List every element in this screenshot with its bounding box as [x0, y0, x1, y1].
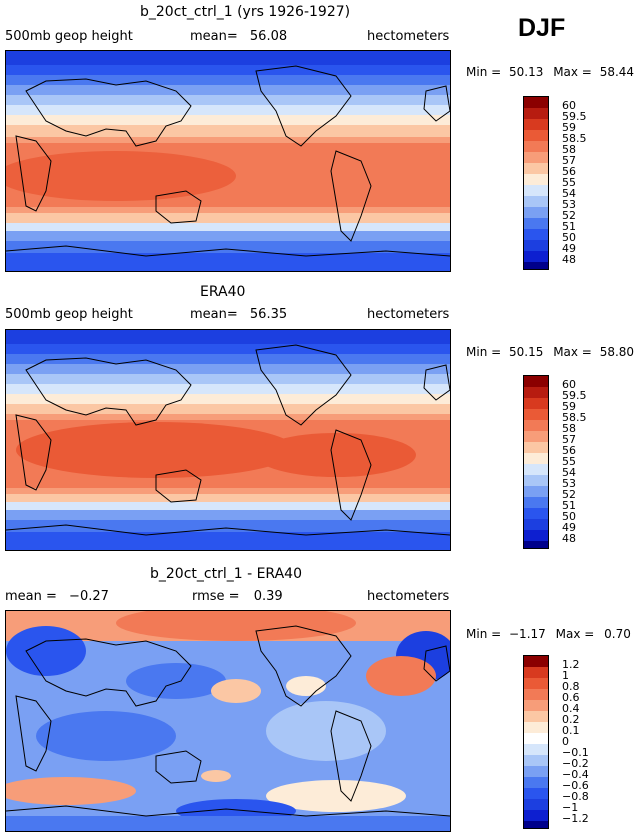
panel1-cbar-label: 55 — [562, 176, 576, 189]
panel3-cbar-label: 0.4 — [562, 702, 580, 715]
panel2-cbar-label: 53 — [562, 477, 576, 490]
panel3-mean: mean = −0.27 — [5, 589, 109, 604]
panel1-cbar-label: 54 — [562, 187, 576, 200]
panel3-cbar-label: 1.2 — [562, 658, 580, 671]
panel3-minmax: Min = −1.17 Max = 0.70 — [466, 627, 631, 641]
panel3-rmse-label: rmse = — [192, 589, 240, 604]
panel3-min-value: −1.17 — [509, 627, 546, 641]
panel3-rmse: rmse = 0.39 — [192, 589, 283, 604]
panel2-cbar-label: 55 — [562, 455, 576, 468]
panel3-min-label: Min = — [466, 627, 502, 641]
panel1-cbar-label: 60 — [562, 99, 576, 112]
panel1-cbar-label: 48 — [562, 253, 576, 266]
panel1-mean-value: 56.08 — [249, 29, 288, 44]
panel1-max-value: 58.44 — [599, 65, 635, 79]
panel1-title: b_20ct_ctrl_1 (yrs 1926-1927) — [140, 4, 351, 20]
panel3-max-label: Max = — [555, 627, 595, 641]
panel2-colorbar — [523, 375, 549, 549]
panel2-cbar-label: 60 — [562, 378, 576, 391]
panel1-cbar-label: 50 — [562, 231, 576, 244]
panel2-mean: mean= 56.35 — [190, 307, 287, 322]
panel3-units: hectometers — [367, 589, 450, 604]
panel1-mean: mean= 56.08 — [190, 29, 287, 44]
panel3-cbar-label: −0.1 — [562, 746, 589, 759]
panel3-cbar-label: −0.4 — [562, 768, 589, 781]
panel2-max-label: Max = — [553, 345, 592, 359]
panel2-cbar-label: 48 — [562, 532, 576, 545]
panel2-mean-value: 56.35 — [249, 307, 288, 322]
panel3-cbar-label: −0.8 — [562, 790, 589, 803]
panel2-min-value: 50.15 — [509, 345, 544, 359]
panel3-cbar-label: 0.1 — [562, 724, 580, 737]
panel1-cbar-label: 57 — [562, 154, 576, 167]
panel2-title: ERA40 — [200, 284, 246, 300]
panel1-cbar-label: 58.5 — [562, 132, 587, 145]
panel2-cbar-label: 52 — [562, 488, 576, 501]
panel2-cbar-label: 49 — [562, 521, 576, 534]
panel1-min-label: Min = — [466, 65, 502, 79]
panel3-cbar-label: −0.6 — [562, 779, 589, 792]
panel1-map — [5, 50, 451, 272]
panel1-field-label: 500mb geop height — [5, 29, 133, 44]
panel2-max-value: 58.80 — [599, 345, 635, 359]
panel2-min-label: Min = — [466, 345, 502, 359]
panel3-cbar-label: 0.6 — [562, 691, 580, 704]
panel2-field-label: 500mb geop height — [5, 307, 133, 322]
panel1-cbar-label: 53 — [562, 198, 576, 211]
panel2-units: hectometers — [367, 307, 450, 322]
panel1-cbar-label: 59.5 — [562, 110, 587, 123]
panel3-max-value: 0.70 — [604, 627, 631, 641]
panel2-minmax: Min = 50.15 Max = 58.80 — [466, 345, 634, 359]
season-label: DJF — [518, 14, 566, 42]
panel2-mean-label: mean= — [190, 307, 238, 322]
panel1-min-value: 50.13 — [509, 65, 544, 79]
panel3-cbar-label: 1 — [562, 669, 569, 682]
panel2-cbar-label: 57 — [562, 433, 576, 446]
panel3-mean-label: mean = — [5, 589, 57, 604]
panel2-map — [5, 329, 451, 551]
panel1-units: hectometers — [367, 29, 450, 44]
panel2-cbar-label: 59 — [562, 400, 576, 413]
panel1-cbar-label: 56 — [562, 165, 576, 178]
panel2-cbar-label: 59.5 — [562, 389, 587, 402]
panel3-cbar-label: −0.2 — [562, 757, 589, 770]
panel3-title: b_20ct_ctrl_1 - ERA40 — [150, 566, 302, 582]
panel3-map — [5, 610, 451, 832]
panel1-minmax: Min = 50.13 Max = 58.44 — [466, 65, 634, 79]
panel1-cbar-label: 58 — [562, 143, 576, 156]
panel1-cbar-label: 49 — [562, 242, 576, 255]
panel1-colorbar — [523, 96, 549, 270]
panel3-cbar-label: 0 — [562, 735, 569, 748]
panel2-cbar-label: 51 — [562, 499, 576, 512]
panel1-max-label: Max = — [553, 65, 592, 79]
panel3-colorbar — [523, 655, 549, 829]
panel2-cbar-label: 54 — [562, 466, 576, 479]
panel1-cbar-label: 51 — [562, 220, 576, 233]
panel2-cbar-label: 50 — [562, 510, 576, 523]
panel2-cbar-label: 58 — [562, 422, 576, 435]
panel2-cbar-label: 58.5 — [562, 411, 587, 424]
panel3-rmse-value: 0.39 — [253, 589, 283, 604]
panel3-cbar-label: 0.2 — [562, 713, 580, 726]
panel3-mean-value: −0.27 — [69, 589, 109, 604]
panel1-mean-label: mean= — [190, 29, 238, 44]
panel3-cbar-label: −1 — [562, 801, 579, 814]
panel1-cbar-label: 52 — [562, 209, 576, 222]
panel3-cbar-label: 0.8 — [562, 680, 580, 693]
panel3-cbar-label: −1.2 — [562, 812, 589, 825]
panel2-cbar-label: 56 — [562, 444, 576, 457]
panel1-cbar-label: 59 — [562, 121, 576, 134]
